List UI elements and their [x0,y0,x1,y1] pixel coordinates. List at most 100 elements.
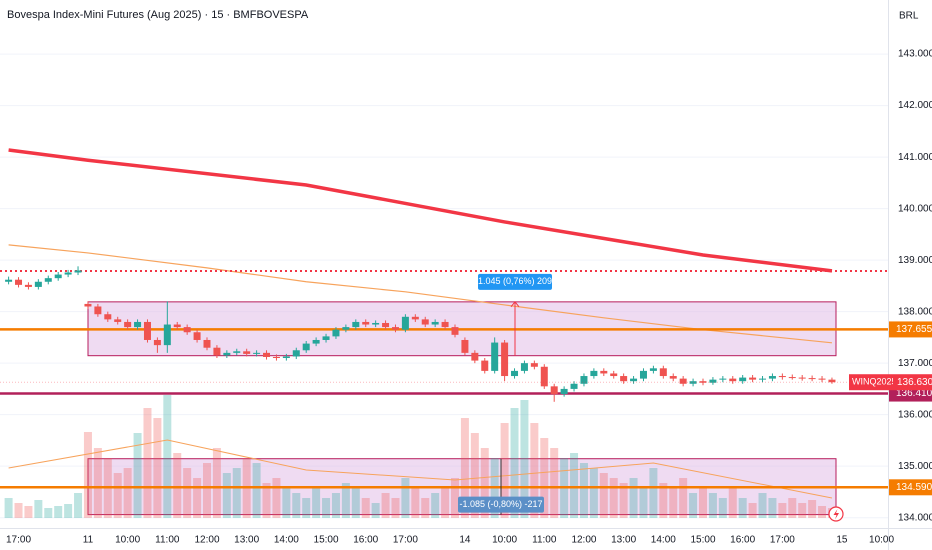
volume-bar [421,498,430,518]
candle-body [342,327,350,330]
volume-bar [768,498,777,518]
volume-bar [669,488,678,518]
measure-label-bg [458,496,544,513]
candle-body [183,327,191,333]
y-tick-label: 136.000 [898,409,932,420]
x-tick-label: 16:00 [353,535,378,546]
volume-bar [381,493,390,518]
x-tick-label: 12:00 [571,535,596,546]
candle-body [689,381,697,384]
measure-arrow [510,301,520,308]
candle-body [411,316,419,320]
volume-bar [550,448,559,518]
candle-body [163,324,171,346]
volume-bar [460,418,469,518]
volume-bar [292,493,301,518]
candle-body [322,336,330,340]
chart-title: Bovespa Index-Mini Futures (Aug 2025) · … [7,9,309,21]
candle-body [669,376,677,379]
volume-bar [808,500,817,518]
y-tick-label: 141.000 [898,152,932,163]
volume-bar [609,478,618,518]
candle-body [134,321,142,328]
volume-bar [708,493,717,518]
volume-bar [163,395,172,518]
candle-body [828,379,836,383]
candle-body [491,342,499,371]
volume-bar [689,493,698,518]
last-price-bg [893,374,932,391]
candle-body [401,316,409,330]
candle-body [798,377,806,379]
volume-bar [679,478,688,518]
candle-body [74,270,82,273]
candle-body [729,378,737,382]
candle-body [114,319,122,322]
volume-bar [738,498,747,518]
volume-bar [331,493,340,518]
candle-body [362,321,370,325]
volume-bar [431,493,440,518]
candle-body [511,370,519,377]
level-label: 137.655 [896,324,932,335]
volume-bar [411,488,420,518]
currency: BRL [899,11,919,22]
candle-body [15,279,23,285]
candle-body [481,360,489,371]
measure-label: 1.045 (0,76%) 209 [478,276,552,286]
alert-icon[interactable] [828,506,844,522]
moving-average [8,244,833,344]
x-tick-label: 15 [836,535,848,546]
volume-bar [4,498,13,518]
moving-average [8,148,833,273]
candle-body [302,343,310,351]
candle-body [441,321,449,328]
candle-body [600,370,608,374]
candle-body [64,272,72,275]
volume-bar [391,498,400,518]
candle-body [272,356,280,359]
candle-body [34,281,42,287]
candle-body [223,352,231,356]
volume-bar [401,478,410,518]
volume-bar [54,506,63,518]
candle-body [550,386,558,395]
candle-body [372,322,380,325]
candle-body [431,321,439,325]
candle-body [818,378,826,380]
symbol-label-bg [849,374,893,391]
measure-label-bg [478,273,552,290]
candle-body [808,378,816,380]
candle-body [679,378,687,384]
candle-body [421,319,429,325]
volume-bar [193,478,202,518]
volume-bar [699,488,707,518]
volume-bar [143,408,152,518]
volume-bar [629,478,638,518]
volume-bar [312,488,321,518]
candle-body [530,363,538,367]
x-tick-label: 17:00 [393,535,418,546]
candle-body [719,378,727,380]
candle-body [471,352,479,361]
x-tick-label: 10:00 [492,535,517,546]
y-tick-label: 139.000 [898,255,932,266]
volume-bar [93,448,102,518]
x-tick-label: 10:00 [115,535,140,546]
volume-bar [212,448,221,518]
volume-bar [788,498,797,518]
candle-body [659,368,667,377]
volume-bar [480,448,489,518]
y-tick-label: 138.000 [898,306,932,317]
candle-body [332,329,340,337]
volume-bar [500,423,509,518]
candle-body [580,376,588,384]
volume-bar [599,473,608,518]
candle-body [620,376,628,382]
volume-bar [203,463,211,518]
x-tick-label: 11:00 [155,535,180,546]
volume-bar [83,432,92,518]
candle-body [560,388,568,395]
volume-bar [579,463,588,518]
